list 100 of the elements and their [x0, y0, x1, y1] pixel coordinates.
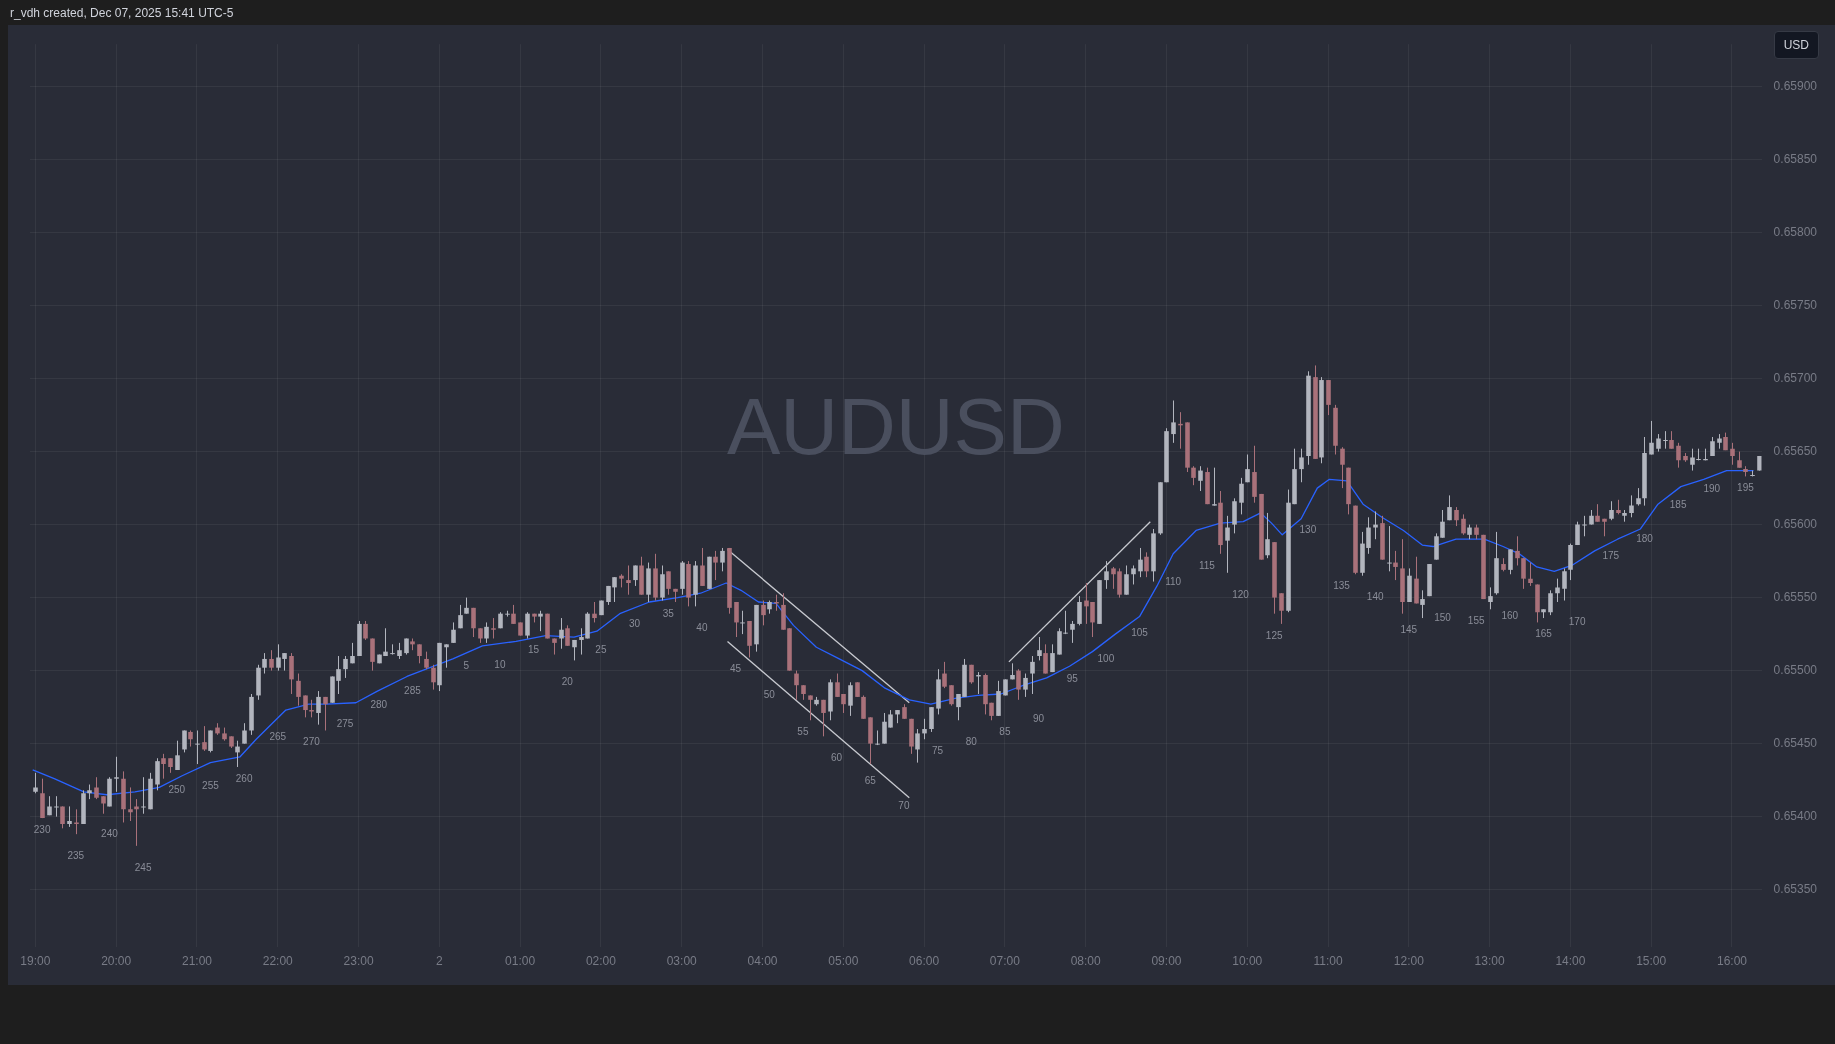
text: 90: [1032, 712, 1045, 724]
candlestick: [1198, 465, 1203, 492]
candlestick: [1144, 551, 1149, 578]
text: 75: [931, 745, 944, 756]
candlestick: [666, 570, 671, 596]
candlestick: [875, 729, 880, 746]
x-tick-label: 2: [436, 954, 443, 969]
candlestick: [235, 740, 240, 768]
candlestick: [794, 670, 799, 701]
candlestick: [54, 795, 59, 818]
x-tick-label: 20:00: [101, 954, 132, 969]
candlestick: [155, 757, 160, 791]
text: 100: [1097, 652, 1115, 664]
candlestick: [1225, 515, 1230, 574]
candlestick: [491, 617, 496, 639]
candlestick: [1279, 592, 1284, 625]
text: 135: [1333, 580, 1350, 591]
text: 95: [1066, 672, 1078, 684]
candlestick: [761, 600, 766, 626]
candlestick: [1555, 578, 1560, 603]
x-tick-label: 06:00: [909, 954, 940, 969]
candlestick: [33, 772, 38, 794]
candlestick: [1582, 515, 1587, 537]
text: 180: [1636, 533, 1653, 545]
candlestick: [848, 681, 853, 717]
candlestick: [296, 673, 301, 707]
text: 235: [67, 849, 85, 861]
candlestick: [269, 649, 274, 672]
candlestick: [1454, 506, 1459, 527]
candlestick: [471, 607, 476, 638]
text: 190: [1703, 482, 1721, 494]
text: 110: [1165, 576, 1182, 588]
y-tick-label: 0.65700: [1773, 370, 1818, 385]
x-tick-label: 15:00: [1636, 954, 1667, 969]
y-tick-label: 0.65800: [1773, 224, 1818, 239]
y-tick-label: 0.65650: [1773, 443, 1818, 458]
candlestick: [1124, 564, 1129, 596]
x-tick-label: 02:00: [585, 954, 617, 969]
candlestick: [303, 694, 308, 718]
candlestick: [161, 753, 166, 780]
candlestick: [1050, 643, 1055, 673]
text: 30: [629, 617, 641, 629]
candlestick: [1340, 446, 1345, 489]
candlestick: [484, 621, 489, 644]
candlestick: [1730, 442, 1735, 466]
candlestick: [417, 643, 422, 664]
candlestick: [1710, 436, 1715, 457]
candlestick: [1528, 562, 1533, 587]
candlestick: [141, 776, 146, 815]
y-tick-label: 0.65450: [1773, 735, 1818, 750]
y-tick-label: 0.65900: [1773, 78, 1818, 93]
text: 160: [1501, 610, 1519, 622]
candlestick: [134, 798, 139, 847]
text: 185: [1669, 499, 1687, 511]
text: 285: [404, 684, 421, 696]
text: 55: [797, 726, 809, 738]
candlestick: [633, 564, 638, 587]
candlestick: [74, 808, 79, 835]
candlestick: [390, 643, 395, 656]
text: 170: [1568, 616, 1586, 628]
candlestick: [1488, 586, 1493, 610]
candlestick: [808, 694, 813, 721]
candlestick: [511, 604, 516, 625]
x-tick-label: 21:00: [181, 954, 213, 969]
x-tick-label: 19:00: [20, 954, 51, 969]
x-tick-label: 13:00: [1474, 954, 1505, 969]
candlestick: [525, 611, 530, 639]
candlestick: [114, 756, 119, 793]
text: r_vdh created, Dec 07, 2025 15:41 UTC-5: [10, 6, 234, 20]
text: 125: [1265, 629, 1283, 641]
y-tick-label: 0.65550: [1773, 589, 1818, 604]
x-tick-label: 01:00: [505, 954, 536, 969]
candlestick: [1521, 557, 1526, 590]
y-tick-label: 0.65750: [1773, 297, 1818, 312]
text: 165: [1535, 628, 1552, 640]
candlestick: [1030, 655, 1035, 695]
x-tick-label: 03:00: [666, 954, 698, 969]
candlestick: [700, 547, 705, 587]
candlestick: [370, 638, 375, 672]
candlestick: [1562, 567, 1567, 602]
text: 105: [1131, 626, 1148, 638]
candlestick: [1191, 465, 1196, 486]
candlestick: [1016, 668, 1021, 701]
candlestick: [1265, 512, 1270, 559]
candlestick: [949, 684, 954, 707]
candlestick: [1629, 494, 1634, 518]
text: 245: [134, 861, 152, 873]
candlestick: [1070, 620, 1075, 644]
candlestick: [538, 610, 543, 632]
candlestick: [1548, 589, 1553, 616]
candlestick: [1649, 420, 1654, 456]
text: 65: [864, 775, 876, 787]
text: 20: [561, 676, 573, 688]
y-tick-label: 0.65850: [1773, 151, 1818, 166]
text: 5: [463, 660, 470, 672]
candlestick: [734, 601, 739, 638]
text: 260: [235, 772, 253, 784]
candlestick: [1171, 399, 1176, 444]
candlestick: [1299, 448, 1304, 483]
candlestick: [861, 694, 866, 720]
